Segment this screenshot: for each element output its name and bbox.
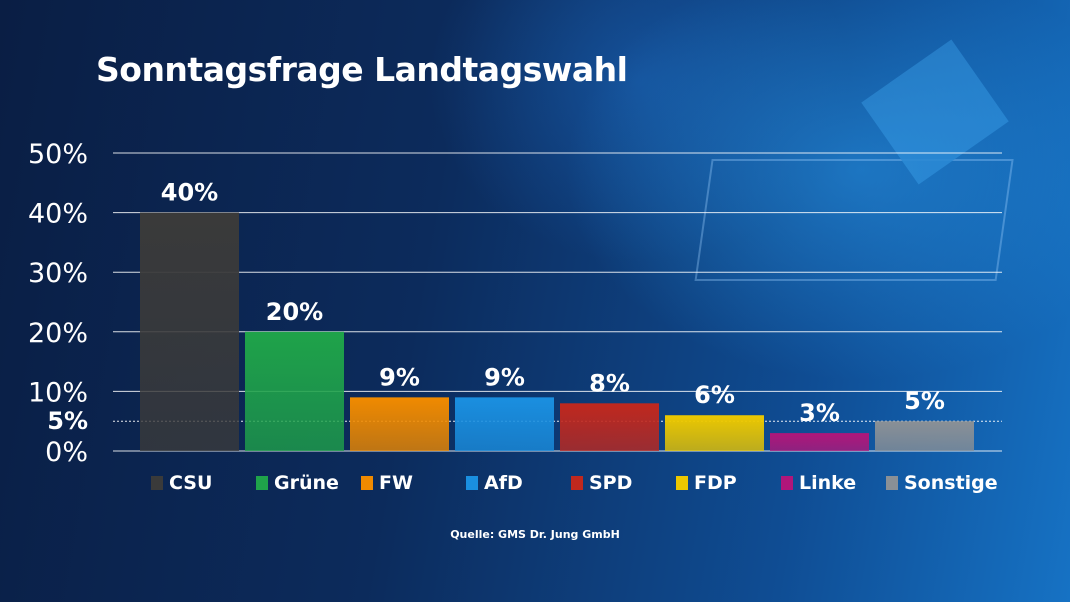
legend-swatch <box>151 476 163 490</box>
bar-sonstige <box>875 421 974 451</box>
legend-swatch <box>466 476 478 490</box>
y-tick-label: 0% <box>45 437 88 468</box>
legend-label: CSU <box>169 472 212 494</box>
y-tick-label: 40% <box>28 199 88 230</box>
y-tick-label: 50% <box>28 139 88 170</box>
legend-swatch <box>361 476 373 490</box>
source-note: Quelle: GMS Dr. Jung GmbH <box>450 528 620 541</box>
gridlines: 0% 10% 20% 30% 40% 50% 5% <box>28 139 1002 468</box>
legend-label: AfD <box>484 472 523 494</box>
threshold-label: 5% <box>47 407 88 435</box>
value-label: 9% <box>379 363 420 391</box>
value-label: 5% <box>904 387 945 415</box>
legend-swatch <box>781 476 793 490</box>
legend-swatch <box>676 476 688 490</box>
legend-swatch <box>256 476 268 490</box>
chart-title: Sonntagsfrage Landtagswahl <box>96 50 628 89</box>
value-label: 20% <box>266 298 323 326</box>
bar-csu <box>140 212 239 451</box>
value-label: 40% <box>161 179 218 207</box>
legend: CSU Grüne FW AfD SPD FDP Linke Sonstige <box>151 472 998 494</box>
legend-label: SPD <box>589 472 632 494</box>
bar-afd <box>455 397 554 451</box>
legend-label: Grüne <box>274 472 339 494</box>
bar-spd <box>560 403 659 451</box>
value-label: 9% <box>484 363 525 391</box>
value-label: 3% <box>799 399 840 427</box>
y-tick-label: 20% <box>28 318 88 349</box>
value-label: 6% <box>694 381 735 409</box>
bars <box>140 212 974 451</box>
bar-fdp <box>665 415 764 451</box>
legend-label: Sonstige <box>904 472 998 494</box>
legend-label: Linke <box>799 472 856 494</box>
legend-label: FDP <box>694 472 737 494</box>
y-tick-label: 30% <box>28 258 88 289</box>
bar-linke <box>770 433 869 451</box>
bar-grüne <box>245 331 344 451</box>
legend-label: FW <box>379 472 413 494</box>
legend-swatch <box>571 476 583 490</box>
legend-swatch <box>886 476 898 490</box>
value-label: 8% <box>589 369 630 397</box>
ballot-box-decoration <box>694 39 1014 281</box>
bar-fw <box>350 397 449 451</box>
y-tick-label: 10% <box>28 377 88 408</box>
value-labels: 40% 20% 9% 9% 8% 6% 3% 5% <box>161 179 945 428</box>
